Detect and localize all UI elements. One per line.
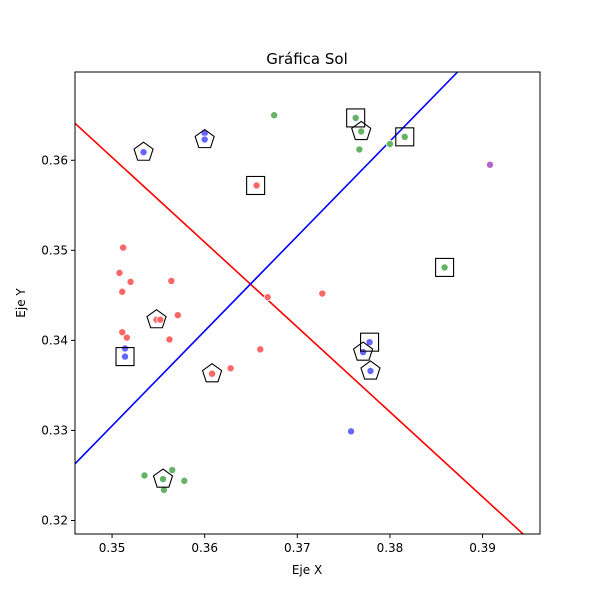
point-red — [122, 333, 131, 342]
plot-frame — [74, 71, 541, 535]
y-tick-label: 0.35 — [41, 243, 68, 257]
x-tick-label: 0.38 — [377, 541, 404, 555]
square-marker — [435, 257, 455, 277]
point-green — [351, 113, 360, 122]
point-blue — [139, 148, 148, 157]
y-tick-label: 0.36 — [41, 153, 68, 167]
square-marker — [360, 332, 380, 352]
point-blue — [121, 352, 130, 361]
point-blue — [347, 427, 356, 436]
x-tick-label: 0.37 — [284, 541, 311, 555]
pentagon-marker — [146, 308, 167, 329]
plot-area — [75, 72, 525, 534]
point-blue — [366, 366, 375, 375]
point-red — [256, 345, 265, 354]
x-axis: 0.35 0.36 0.37 0.38 0.39 — [99, 534, 496, 555]
point-green — [357, 127, 366, 136]
point-blue — [121, 344, 130, 353]
point-blue — [365, 338, 374, 347]
x-tick-label: 0.39 — [469, 541, 496, 555]
point-green — [270, 111, 279, 120]
x-tick-label: 0.36 — [191, 541, 218, 555]
point-red — [165, 335, 174, 344]
square-marker — [115, 347, 135, 367]
point-green — [168, 466, 177, 475]
y-tick-label: 0.32 — [41, 513, 68, 527]
point-green — [355, 145, 364, 154]
y-axis: 0.32 0.33 0.34 0.35 0.36 — [41, 153, 75, 527]
point-red — [318, 289, 327, 298]
point-red — [118, 287, 127, 296]
point-red — [226, 364, 235, 373]
x-axis-label: Eje X — [292, 563, 322, 577]
pentagon-marker — [152, 468, 174, 488]
pentagon-marker — [351, 120, 372, 141]
square-marker — [395, 127, 415, 147]
point-purple — [485, 160, 494, 169]
blue-line — [75, 72, 459, 465]
point-red — [208, 369, 217, 378]
y-tick-label: 0.34 — [41, 333, 68, 347]
point-green — [400, 132, 409, 141]
y-tick-label: 0.33 — [41, 423, 68, 437]
square-marker — [346, 108, 366, 128]
chart-title: Gráfica Sol — [266, 50, 348, 68]
pentagon-marker — [194, 128, 215, 149]
y-axis-label: Eje Y — [14, 288, 28, 318]
x-tick-label: 0.35 — [99, 541, 126, 555]
point-red — [118, 328, 127, 337]
point-green — [385, 140, 394, 149]
point-red — [156, 315, 165, 324]
red-line — [75, 122, 525, 534]
point-red — [115, 268, 124, 277]
point-green — [180, 476, 189, 485]
point-red — [167, 276, 176, 285]
point-red — [263, 293, 272, 302]
point-red — [252, 181, 261, 190]
point-green — [440, 263, 449, 272]
point-red — [119, 243, 128, 252]
point-green — [159, 485, 168, 494]
pentagon-marker — [201, 363, 223, 383]
point-green — [158, 475, 167, 484]
point-red — [126, 277, 135, 286]
point-blue — [359, 348, 368, 357]
point-red — [173, 311, 182, 320]
pentagon-marker — [133, 141, 154, 161]
square-marker — [246, 175, 266, 196]
pentagon-marker — [360, 360, 381, 380]
pentagon-marker — [352, 341, 374, 361]
point-green — [140, 471, 149, 480]
point-blue — [200, 135, 209, 144]
